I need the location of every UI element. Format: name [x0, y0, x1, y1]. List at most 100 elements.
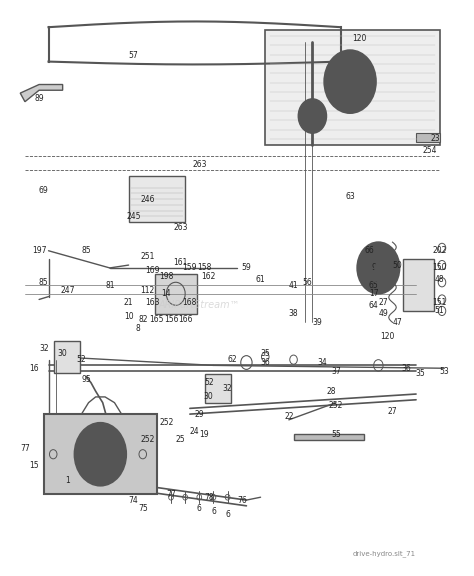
- Text: 32: 32: [223, 384, 232, 393]
- FancyBboxPatch shape: [44, 414, 157, 494]
- Text: 156: 156: [164, 315, 178, 324]
- Text: 245: 245: [126, 212, 141, 221]
- Polygon shape: [293, 434, 364, 440]
- Text: drive-hydro.slt_71: drive-hydro.slt_71: [353, 551, 416, 558]
- Text: 27: 27: [388, 407, 397, 416]
- Text: 65: 65: [369, 281, 379, 290]
- Text: 27: 27: [378, 298, 388, 307]
- Text: 29: 29: [194, 410, 204, 419]
- Text: 246: 246: [140, 195, 155, 204]
- Text: 56: 56: [303, 278, 312, 287]
- Text: 202: 202: [432, 247, 447, 255]
- Text: 22: 22: [284, 412, 293, 422]
- Text: 112: 112: [140, 286, 155, 295]
- Bar: [55, 341, 80, 373]
- Text: 159: 159: [182, 263, 197, 272]
- Circle shape: [357, 242, 400, 294]
- Text: 37: 37: [331, 366, 341, 376]
- Text: 163: 163: [145, 298, 159, 307]
- Text: 6: 6: [197, 504, 202, 513]
- Text: 47: 47: [392, 318, 402, 327]
- Text: 24: 24: [190, 427, 200, 436]
- Polygon shape: [416, 133, 439, 142]
- Bar: [403, 259, 434, 311]
- Text: 30: 30: [204, 392, 214, 401]
- Text: 197: 197: [32, 247, 46, 255]
- Text: 168: 168: [182, 298, 197, 307]
- Text: 50: 50: [392, 260, 402, 270]
- Text: 59: 59: [242, 263, 251, 272]
- Text: 85: 85: [39, 278, 49, 287]
- Circle shape: [74, 423, 126, 486]
- Text: 74: 74: [128, 495, 138, 505]
- Text: 251: 251: [140, 252, 155, 261]
- Text: 19: 19: [199, 430, 209, 439]
- Text: 252: 252: [159, 418, 173, 427]
- Text: 120: 120: [381, 332, 395, 341]
- Text: 263: 263: [173, 223, 188, 232]
- Text: 247: 247: [60, 286, 74, 295]
- Text: 82: 82: [138, 315, 147, 324]
- Text: 120: 120: [352, 34, 367, 43]
- Text: 52: 52: [77, 355, 86, 364]
- Text: 169: 169: [145, 266, 159, 275]
- Text: 51: 51: [435, 306, 445, 316]
- Text: 77: 77: [20, 444, 30, 453]
- Text: 81: 81: [105, 281, 115, 290]
- Text: 63: 63: [345, 192, 355, 201]
- Text: 10: 10: [124, 312, 134, 321]
- Text: 6: 6: [225, 510, 230, 519]
- Text: 69: 69: [39, 186, 49, 195]
- Text: 34: 34: [317, 358, 327, 367]
- Text: 15: 15: [29, 461, 39, 470]
- Bar: [205, 374, 231, 403]
- Text: 53: 53: [439, 366, 449, 376]
- Text: 35: 35: [260, 350, 270, 358]
- Text: 158: 158: [197, 263, 211, 272]
- Text: 25: 25: [176, 435, 185, 445]
- Text: 17: 17: [369, 289, 378, 298]
- Text: 28: 28: [327, 386, 336, 396]
- Text: 150: 150: [432, 263, 447, 272]
- Circle shape: [96, 449, 105, 460]
- Text: 23: 23: [430, 134, 440, 143]
- Polygon shape: [20, 85, 63, 102]
- Circle shape: [374, 263, 382, 272]
- Circle shape: [324, 50, 376, 113]
- Text: 77: 77: [166, 490, 176, 499]
- Text: 38: 38: [289, 309, 298, 319]
- Text: 89: 89: [34, 94, 44, 103]
- Circle shape: [346, 77, 354, 86]
- Text: 161: 161: [173, 257, 188, 267]
- Text: 165: 165: [150, 315, 164, 324]
- Text: 95: 95: [82, 375, 91, 384]
- Text: 76: 76: [237, 495, 246, 505]
- Text: 8: 8: [136, 324, 140, 332]
- Text: 49: 49: [378, 309, 388, 319]
- Text: ARIPartStream™: ARIPartStream™: [159, 300, 240, 310]
- Text: 36: 36: [260, 358, 270, 367]
- Text: 252: 252: [329, 401, 343, 410]
- Text: 162: 162: [201, 272, 216, 281]
- Text: 1: 1: [65, 476, 70, 484]
- Text: 57: 57: [128, 51, 138, 60]
- Text: 61: 61: [256, 275, 265, 284]
- Bar: [128, 176, 185, 222]
- Text: 252: 252: [140, 435, 155, 445]
- Text: 21: 21: [124, 298, 133, 307]
- Text: 75: 75: [138, 504, 147, 513]
- Text: 6: 6: [211, 507, 216, 516]
- Text: 64: 64: [369, 301, 379, 310]
- Bar: [155, 274, 197, 314]
- Text: 62: 62: [228, 355, 237, 364]
- Text: 14: 14: [162, 289, 171, 298]
- Text: 48: 48: [435, 275, 445, 284]
- Text: 263: 263: [192, 160, 207, 169]
- Text: 66: 66: [364, 247, 374, 255]
- Text: 41: 41: [289, 281, 298, 290]
- Text: 32: 32: [39, 344, 49, 353]
- Text: 166: 166: [178, 315, 192, 324]
- Text: 35: 35: [416, 369, 426, 378]
- Text: 9: 9: [371, 263, 376, 272]
- Text: 52: 52: [204, 378, 214, 387]
